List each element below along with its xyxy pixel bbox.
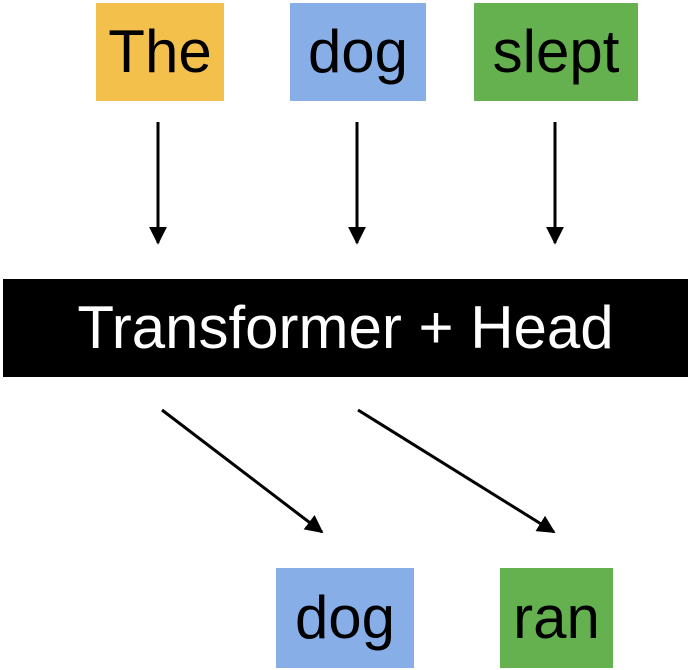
arrow-model-to-ran: [357, 408, 556, 534]
input-token-dog: dog: [290, 3, 426, 101]
input-token-the: The: [96, 3, 224, 101]
output-token-dog: dog: [276, 568, 414, 668]
transformer-head-block: Transformer + Head: [3, 279, 688, 377]
output-token-ran: ran: [500, 568, 613, 668]
arrow-model-to-dog: [161, 408, 324, 534]
input-token-slept: slept: [474, 3, 638, 101]
